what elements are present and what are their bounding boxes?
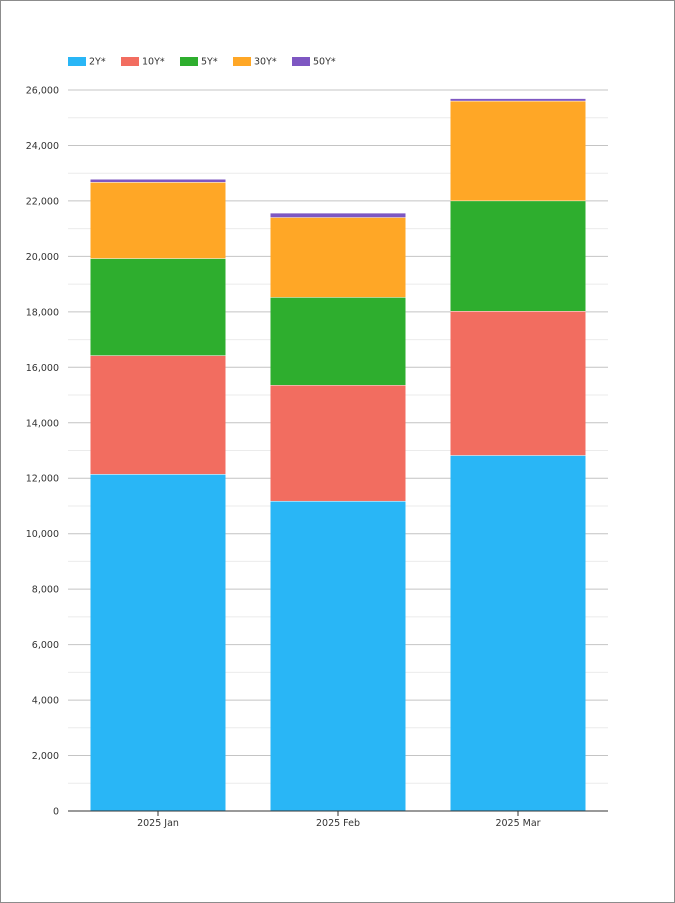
y-tick-label: 20,000 bbox=[26, 252, 59, 263]
bar-stack-2025-feb bbox=[270, 212, 406, 811]
bar-stacks bbox=[90, 97, 586, 811]
y-tick-label: 18,000 bbox=[26, 307, 59, 318]
bar-segment-10y[interactable] bbox=[270, 385, 406, 501]
legend-item-50y[interactable]: 50Y* bbox=[292, 57, 336, 68]
legend-label: 5Y* bbox=[201, 57, 218, 68]
legend-swatch bbox=[292, 57, 310, 66]
legend-label: 2Y* bbox=[89, 57, 106, 68]
y-tick-label: 26,000 bbox=[26, 86, 59, 97]
legend-label: 30Y* bbox=[254, 57, 277, 68]
x-tick-label: 2025 Feb bbox=[316, 818, 360, 829]
bar-segment-2y[interactable] bbox=[450, 455, 586, 811]
legend-swatch bbox=[233, 57, 251, 66]
bar-segment-50y[interactable] bbox=[270, 212, 406, 218]
y-tick-label: 16,000 bbox=[26, 363, 59, 374]
y-tick-label: 12,000 bbox=[26, 474, 59, 485]
bar-segment-30y[interactable] bbox=[90, 182, 226, 259]
bar-stack-2025-mar bbox=[450, 97, 586, 811]
y-tick-label: 24,000 bbox=[26, 141, 59, 152]
y-tick-label: 10,000 bbox=[26, 529, 59, 540]
legend-label: 10Y* bbox=[142, 57, 165, 68]
x-tick-label: 2025 Mar bbox=[495, 818, 540, 829]
bar-segment-30y[interactable] bbox=[270, 217, 406, 298]
y-tick-label: 6,000 bbox=[32, 640, 59, 651]
legend-swatch bbox=[180, 57, 198, 66]
bar-segment-30y[interactable] bbox=[450, 100, 586, 201]
x-tick-label: 2025 Jan bbox=[137, 818, 179, 829]
axes bbox=[68, 810, 608, 816]
y-tick-label: 4,000 bbox=[32, 696, 59, 707]
bar-segment-5y[interactable] bbox=[450, 200, 586, 312]
legend-item-5y[interactable]: 5Y* bbox=[180, 57, 218, 68]
bar-segment-50y[interactable] bbox=[450, 98, 586, 101]
legend-item-2y[interactable]: 2Y* bbox=[68, 57, 106, 68]
bar-segment-5y[interactable] bbox=[90, 258, 226, 356]
legend-label: 50Y* bbox=[313, 57, 336, 68]
y-tick-label: 2,000 bbox=[32, 751, 59, 762]
bar-segment-2y[interactable] bbox=[270, 500, 406, 811]
legend-swatch bbox=[68, 57, 86, 66]
y-tick-labels: 0 2,000 4,000 6,000 8,000 10,000 12,000 14,000 1… bbox=[26, 86, 59, 818]
bar-segment-2y[interactable] bbox=[90, 474, 226, 811]
bar-segment-5y[interactable] bbox=[270, 297, 406, 386]
y-tick-label: 0 bbox=[53, 807, 59, 818]
y-tick-label: 14,000 bbox=[26, 418, 59, 429]
legend-swatch bbox=[121, 57, 139, 66]
legend-item-10y[interactable]: 10Y* bbox=[121, 57, 165, 68]
legend[interactable]: 2Y* 10Y* 5Y* 30Y* 50Y* bbox=[68, 57, 336, 68]
y-tick-label: 22,000 bbox=[26, 196, 59, 207]
y-tick-label: 8,000 bbox=[32, 585, 59, 596]
x-tick-labels: 2025 Jan 2025 Feb 2025 Mar bbox=[137, 818, 541, 829]
bar-segment-10y[interactable] bbox=[450, 311, 586, 456]
bar-segment-50y[interactable] bbox=[90, 179, 226, 183]
bar-stack-2025-jan bbox=[90, 178, 226, 811]
bar-segment-10y[interactable] bbox=[90, 355, 226, 475]
legend-item-30y[interactable]: 30Y* bbox=[233, 57, 277, 68]
